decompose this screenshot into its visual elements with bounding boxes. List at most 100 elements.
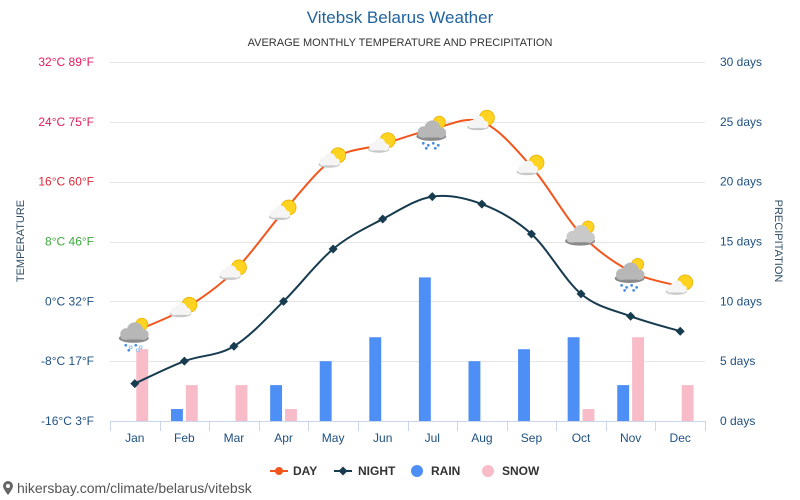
y-axis-right-tick-label: 10 days <box>720 294 762 308</box>
sleet-icon <box>118 317 149 353</box>
legend-snow-marker <box>482 465 494 477</box>
cloud-shape <box>467 115 489 131</box>
night-marker <box>229 341 239 351</box>
y-axis-left-tick-label: 0°C 32°F <box>45 294 94 308</box>
partly-sunny-icon <box>219 259 247 280</box>
cloud-shape <box>516 160 539 176</box>
raindrop <box>625 286 629 289</box>
legend-rain-label: RAIN <box>431 464 460 478</box>
chart-subtitle: AVERAGE MONTHLY TEMPERATURE AND PRECIPIT… <box>248 37 553 49</box>
night-marker <box>526 229 536 239</box>
partly-sunny-icon <box>467 109 495 131</box>
showers-icon <box>614 258 645 292</box>
legend-item-rain[interactable]: RAIN <box>411 464 460 478</box>
raindrop <box>436 143 440 147</box>
x-axis-label: Jul <box>425 431 440 445</box>
raindrop <box>635 286 639 289</box>
showers-icon <box>416 115 447 150</box>
grid-lines <box>110 62 706 431</box>
pin-hole <box>6 484 10 488</box>
legend-item-day[interactable]: DAY <box>270 464 317 478</box>
legend-item-snow[interactable]: SNOW <box>482 464 540 478</box>
day-line <box>133 118 682 333</box>
partly-sunny-icon <box>268 199 297 221</box>
y-axis-left-tick-label: 8°C 46°F <box>45 235 94 249</box>
legend-day-label: DAY <box>293 464 317 478</box>
snow-bar <box>632 337 645 421</box>
x-axis-label: Oct <box>572 431 591 445</box>
cloud-shape <box>318 153 340 168</box>
night-marker <box>576 289 586 299</box>
x-axis-label: Jun <box>373 431 392 445</box>
night-marker <box>427 192 437 202</box>
x-axis-label: Apr <box>274 431 293 445</box>
snow-bar <box>285 409 297 421</box>
cloud-shape <box>614 262 645 283</box>
raindrop <box>124 343 128 347</box>
footer: hikersbay.com/climate/belarus/vitebsk <box>3 480 253 496</box>
snowflake <box>136 348 140 353</box>
raindrop <box>421 141 425 145</box>
y-axis-right-tick-label: 15 days <box>720 235 762 249</box>
raindrop <box>134 343 138 347</box>
y-axis-right-tick-label: 20 days <box>720 175 762 189</box>
y-axis-right-tick-label: 5 days <box>720 354 755 368</box>
y-axis-right-tick-label: 0 days <box>720 414 755 428</box>
partly-sunny-icon <box>368 132 396 153</box>
rain-bar <box>418 277 431 421</box>
night-marker <box>328 244 338 254</box>
raindrop <box>424 146 428 150</box>
cloud-shape <box>368 138 390 153</box>
partly-sunny-icon <box>169 296 198 318</box>
legend-item-night[interactable]: NIGHT <box>334 464 396 478</box>
partly-sunny-icon <box>665 274 694 295</box>
night-marker <box>675 326 685 336</box>
raindrop <box>431 141 435 145</box>
y-axis-left-tick-label: -16°C 3°F <box>41 414 94 428</box>
rain-bar <box>518 349 530 421</box>
night-line <box>133 194 682 385</box>
x-axis-label: Sep <box>521 431 543 445</box>
cloud-shape <box>268 205 291 221</box>
rain-bar <box>617 385 630 421</box>
rain-bar <box>468 361 481 421</box>
y-axis-title-left: TEMPERATURE <box>15 200 27 282</box>
legend: DAY NIGHT RAIN SNOW <box>270 464 540 478</box>
y-axis-left-tick-label: -8°C 17°F <box>41 354 94 368</box>
y-axis-left-tick-label: 32°C 89°F <box>38 55 94 69</box>
snow-bar <box>235 385 248 421</box>
cloud-shape <box>416 120 447 141</box>
x-axis-label: Jan <box>125 431 144 445</box>
night-marker <box>378 214 388 224</box>
raindrop <box>127 348 131 352</box>
raindrop <box>433 146 437 150</box>
y-axis-right-tick-label: 30 days <box>720 55 762 69</box>
snow-bar <box>185 385 198 421</box>
location-pin-icon <box>3 481 13 495</box>
cloud-base <box>468 123 487 128</box>
night-marker <box>179 356 189 366</box>
legend-night-label: NIGHT <box>358 464 396 478</box>
night-marker <box>626 311 636 321</box>
x-axis-label: Dec <box>670 431 691 445</box>
legend-day-marker <box>275 467 283 475</box>
cloud-shape <box>565 225 596 246</box>
snow-bar <box>136 349 149 421</box>
x-axis-label: May <box>322 431 345 445</box>
y-axis-title-right: PRECIPITATION <box>772 200 784 283</box>
rain-bar <box>270 385 283 421</box>
x-axis-label: Aug <box>471 431 492 445</box>
cloud-base <box>270 213 289 218</box>
legend-rain-marker <box>411 465 423 477</box>
snowflake <box>139 345 143 350</box>
rain-bar <box>319 361 332 421</box>
weather-icons <box>118 109 694 353</box>
rain-bar <box>567 337 580 421</box>
cloud-base <box>369 146 388 151</box>
raindrop <box>623 289 627 292</box>
raindrop <box>426 143 430 147</box>
rain-bar <box>170 409 183 421</box>
cloud-base <box>220 273 239 278</box>
cloud-shape <box>219 265 241 280</box>
